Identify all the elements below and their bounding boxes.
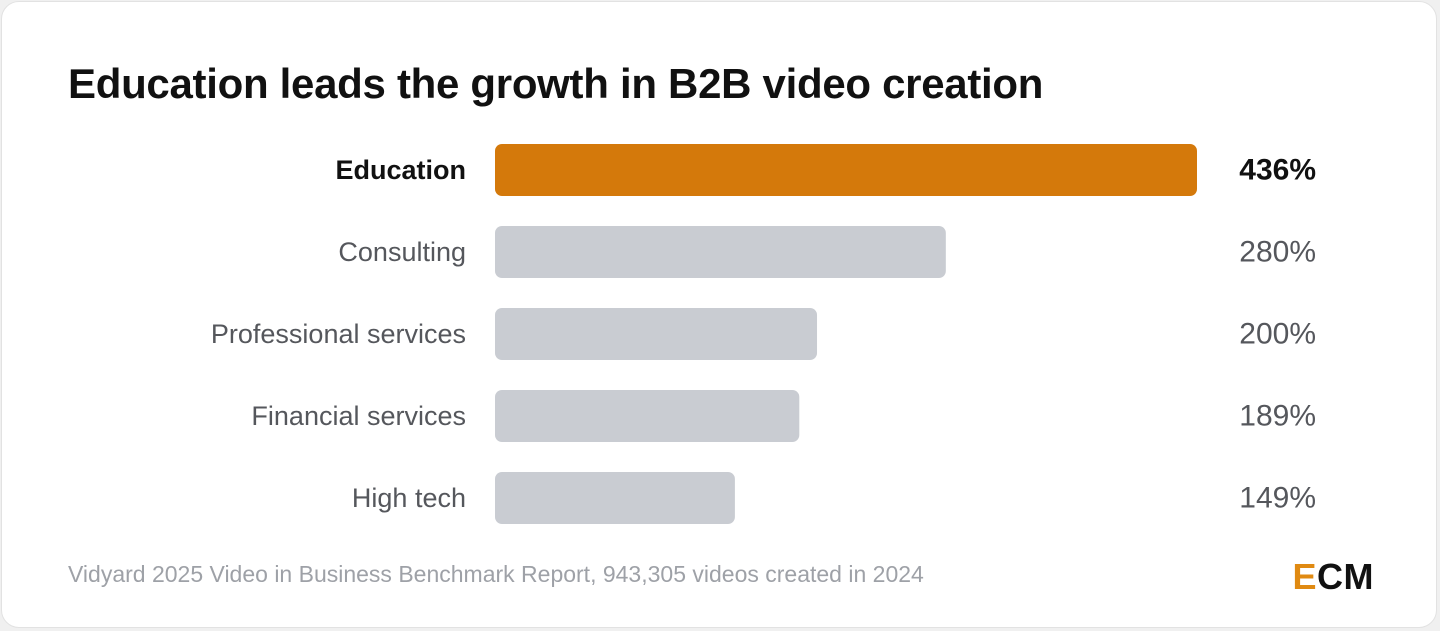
category-label-education: Education <box>335 155 466 185</box>
source-note: Vidyard 2025 Video in Business Benchmark… <box>68 561 924 587</box>
ecm-logo: ECM <box>1292 556 1374 598</box>
category-label-financial-services: Financial services <box>251 401 466 431</box>
bar-financial-services <box>495 390 800 442</box>
chart-title: Education leads the growth in B2B video … <box>68 60 1044 107</box>
logo-letter-e: E <box>1292 556 1317 597</box>
value-label-consulting: 280% <box>1239 236 1316 269</box>
bar-high-tech <box>495 472 735 524</box>
bar-consulting <box>495 226 946 278</box>
value-label-financial-services: 189% <box>1239 400 1316 433</box>
category-label-consulting: Consulting <box>338 237 466 267</box>
value-label-professional-services: 200% <box>1239 318 1316 351</box>
bar-education <box>495 144 1197 196</box>
category-label-professional-services: Professional services <box>211 319 466 349</box>
category-label-high-tech: High tech <box>352 483 466 513</box>
value-label-education: 436% <box>1239 154 1316 187</box>
logo-letters-cm: CM <box>1317 556 1374 597</box>
bar-professional-services <box>495 308 818 360</box>
value-label-high-tech: 149% <box>1239 482 1316 515</box>
